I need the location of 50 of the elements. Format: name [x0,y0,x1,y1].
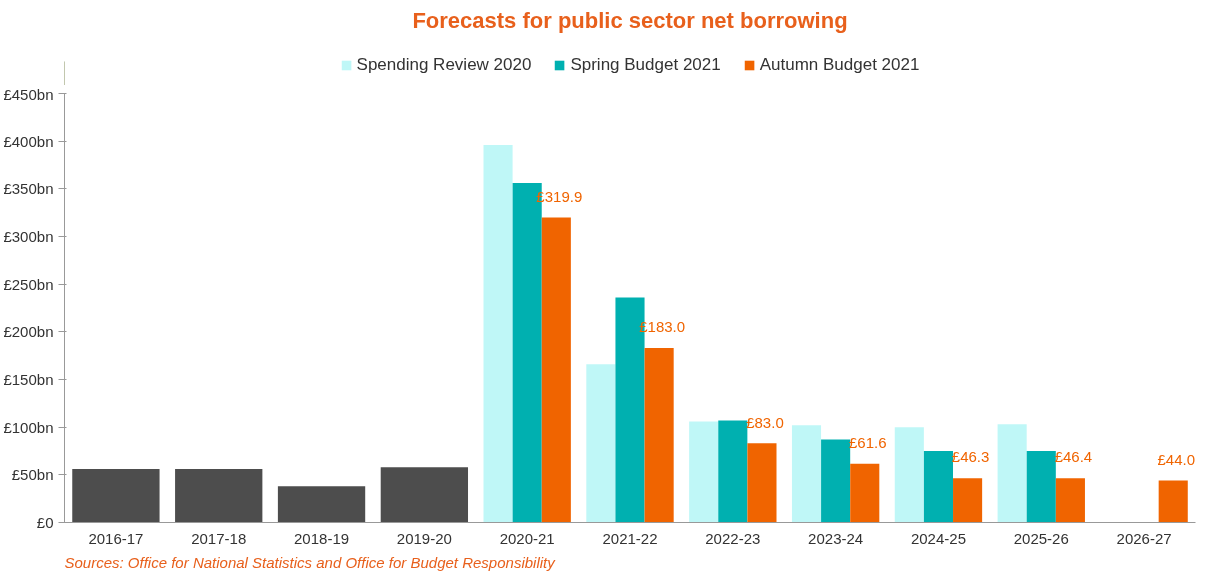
bar [644,348,674,523]
y-tick-label: £50bn [11,466,54,484]
chart-title: Forecasts for public sector net borrowing [412,7,848,33]
x-tick-label: 2021-22 [602,529,658,547]
bar [850,463,880,523]
bar [1026,451,1056,523]
bar [380,467,469,523]
y-tick-label: £450bn [3,85,54,103]
bar [541,217,571,523]
bar [586,364,616,523]
bar [894,427,924,523]
x-tick-label: 2020-21 [499,529,555,547]
legend-label: Spring Budget 2021 [570,55,721,75]
y-tick-label: £400bn [3,132,54,150]
bar [923,451,954,523]
bar [997,424,1027,523]
x-tick-label: 2026-27 [1116,529,1172,547]
y-tick-label: £300bn [3,228,54,245]
x-tick-label: 2017-18 [191,529,247,547]
bar [718,420,748,523]
data-label: £61.6 [849,433,887,451]
bar [175,469,263,523]
x-tick-label: 2018-19 [294,529,350,547]
bar [483,144,513,523]
bar [821,439,851,523]
data-label: £44.0 [1157,450,1195,468]
y-tick-label: £0 [36,514,54,531]
bar [1055,478,1085,523]
bar [1158,480,1188,523]
x-tick-label: 2023-24 [808,529,864,547]
bar [953,478,983,523]
x-tick-label: 2019-20 [396,529,452,547]
x-tick-label: 2022-23 [705,529,761,547]
x-tick-label: 2016-17 [88,529,144,547]
bar [72,469,160,523]
y-tick-label: £200bn [3,323,54,341]
y-tick-label: £150bn [3,371,54,388]
bar [791,425,822,523]
x-tick-label: 2024-25 [910,529,966,547]
data-label: £83.0 [746,413,784,431]
y-tick-label: £100bn [3,418,54,436]
bar [277,486,366,523]
bar [689,421,719,523]
source-note: Sources: Office for National Statistics and Office for Budget Responsibility [64,553,557,571]
y-tick-label: £250bn [3,275,54,293]
y-tick-label: £350bn [3,180,54,198]
x-tick-label: 2025-26 [1013,529,1069,547]
bar [747,443,777,523]
legend-label: Autumn Budget 2021 [759,55,920,75]
legend-label: Spending Review 2020 [356,55,532,75]
